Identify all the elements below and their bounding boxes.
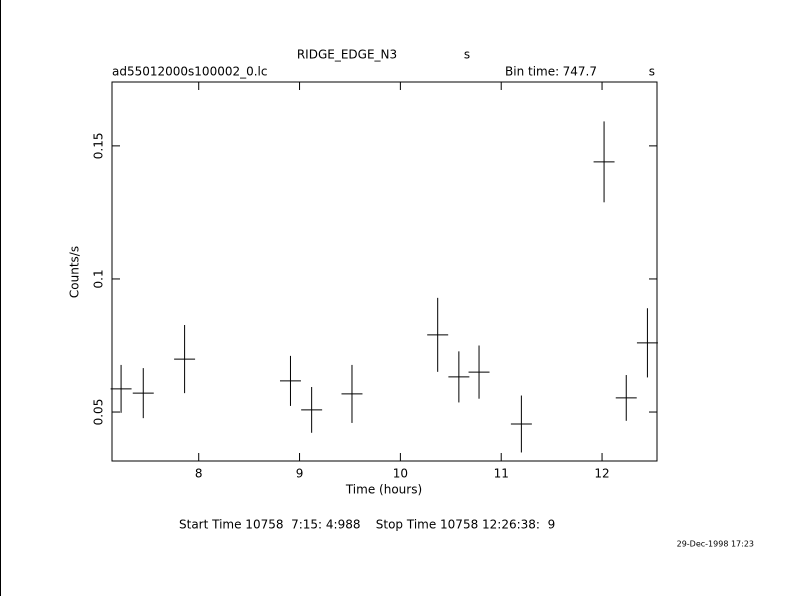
x-tick-label: 9 <box>296 467 304 481</box>
y-axis-label: Counts/s <box>68 246 82 298</box>
chart-title: RIDGE_EDGE_N3 <box>297 48 397 62</box>
x-tick-label: 12 <box>594 467 609 481</box>
y-tick-label: 0.1 <box>92 269 106 288</box>
bin-time-unit: s <box>649 65 655 79</box>
date-stamp: 29-Dec-1998 17:23 <box>677 540 754 549</box>
file-name: ad55012000s100002_0.lc <box>112 65 268 79</box>
bin-time-label: Bin time: <box>505 65 559 79</box>
y-tick-label: 0.05 <box>92 399 106 426</box>
x-tick-label: 11 <box>494 467 509 481</box>
x-axis-label: Time (hours) <box>345 483 422 497</box>
bin-time: 747.7 <box>563 65 597 79</box>
x-tick-label: 8 <box>195 467 203 481</box>
x-tick-label: 10 <box>393 467 408 481</box>
footer: Start Time 10758 7:15: 4:988 Stop Time 1… <box>179 518 555 532</box>
title-unit: s <box>464 48 470 62</box>
y-tick-label: 0.15 <box>92 133 106 160</box>
plot-frame <box>111 81 658 462</box>
